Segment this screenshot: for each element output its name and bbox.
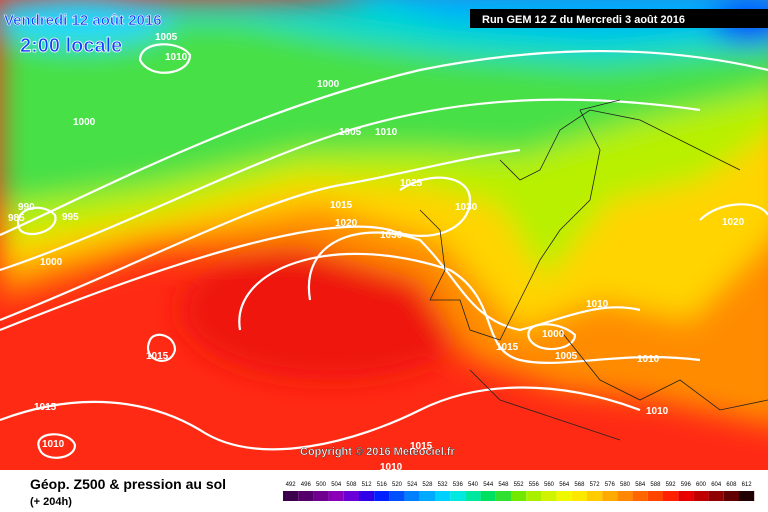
isobar-label: 1010 — [42, 439, 65, 450]
isobar-label: 1015 — [410, 441, 433, 452]
scale-label: 544 — [483, 482, 494, 488]
scale-label: 496 — [301, 482, 312, 488]
isobar-label: 1015 — [34, 402, 57, 413]
isobar-label: 1005 — [555, 351, 578, 362]
scale-swatch — [480, 491, 496, 501]
scale-swatch — [404, 491, 420, 501]
scale-swatch — [298, 491, 314, 501]
scale-swatch — [374, 491, 390, 501]
scale-label: 600 — [696, 482, 707, 488]
isobar-label: 1010 — [380, 462, 403, 473]
scale-label: 580 — [620, 482, 631, 488]
scale-swatch — [693, 491, 709, 501]
isobar-label: 1015 — [330, 200, 353, 211]
scale-label: 536 — [453, 482, 464, 488]
isobar-label: 1010 — [375, 127, 398, 138]
scale-swatch — [495, 491, 511, 501]
scale-label: 584 — [635, 482, 646, 488]
scale-swatch — [556, 491, 572, 501]
scale-swatch — [587, 491, 603, 501]
scale-label: 548 — [498, 482, 509, 488]
scale-label: 592 — [666, 482, 677, 488]
isobar-label: 990 — [18, 202, 35, 213]
scale-label: 556 — [529, 482, 540, 488]
scale-swatch — [313, 491, 329, 501]
scale-swatch — [678, 491, 694, 501]
isobar-label: 1030 — [455, 202, 478, 213]
scale-label: 516 — [377, 482, 388, 488]
scale-label: 604 — [711, 482, 722, 488]
scale-swatch — [450, 491, 466, 501]
scale-swatch — [571, 491, 587, 501]
isobar-label: 1025 — [400, 178, 423, 189]
scale-label: 500 — [316, 482, 327, 488]
coastlines — [419, 99, 768, 441]
isobar-label: 1000 — [40, 257, 63, 268]
isobar-label: 1010 — [586, 299, 609, 310]
isobar-label: 1015 — [496, 342, 519, 353]
isobar-label: 1015 — [146, 351, 169, 362]
scale-label: 504 — [331, 482, 342, 488]
scale-swatch — [343, 491, 359, 501]
scale-swatch — [511, 491, 527, 501]
isobar-label: 1020 — [335, 218, 358, 229]
isobar-label: 1010 — [646, 406, 669, 417]
isobar-label: 1000 — [73, 117, 96, 128]
scale-swatch — [708, 491, 724, 501]
isobar-label: 1005 — [339, 127, 362, 138]
isobar-label: 1005 — [155, 32, 178, 43]
scale-label: 552 — [514, 482, 525, 488]
scale-swatch — [389, 491, 405, 501]
scale-label: 564 — [559, 482, 570, 488]
scale-label: 524 — [407, 482, 418, 488]
isobars — [0, 43, 768, 459]
scale-swatch — [663, 491, 679, 501]
scale-swatch — [602, 491, 618, 501]
scale-label: 512 — [362, 482, 373, 488]
scale-label: 596 — [681, 482, 692, 488]
scale-label: 576 — [605, 482, 616, 488]
isobar-label: 1010 — [637, 354, 660, 365]
run-box — [470, 9, 768, 28]
scale-swatch — [359, 491, 375, 501]
copyright: Copyright © 2016 Meteociel.fr — [300, 446, 456, 458]
scale-swatch — [723, 491, 739, 501]
scale-label: 520 — [392, 482, 403, 488]
scale-label: 560 — [544, 482, 555, 488]
isobar-label: 1020 — [722, 217, 745, 228]
scale-label: 528 — [422, 482, 433, 488]
scale-label: 588 — [650, 482, 661, 488]
map-title: Vendredi 12 août 2016 — [4, 12, 162, 29]
scale-swatch — [632, 491, 648, 501]
map-time: 2:00 locale — [20, 35, 122, 57]
scale-swatch — [435, 491, 451, 501]
isobar-label: 985 — [8, 213, 25, 224]
isobar-label: 1030 — [380, 230, 403, 241]
scale-swatch — [541, 491, 557, 501]
run-label: Run GEM 12 Z du Mercredi 3 août 2016 — [482, 14, 685, 26]
isobar-label: 1000 — [317, 79, 340, 90]
scale-swatch — [328, 491, 344, 501]
scale-swatch — [283, 491, 299, 501]
footer-lead: (+ 204h) — [30, 496, 72, 508]
scale-label: 532 — [438, 482, 449, 488]
scale-swatch — [419, 491, 435, 501]
scale-label: 508 — [346, 482, 357, 488]
scale-label: 568 — [574, 482, 585, 488]
isobar-label: 1010 — [165, 52, 188, 63]
scale-label: 608 — [726, 482, 737, 488]
scale-swatch — [617, 491, 633, 501]
isobar-label: 995 — [62, 212, 79, 223]
scale-label: 612 — [742, 482, 753, 488]
scale-label: 540 — [468, 482, 479, 488]
isobar-label: 1000 — [542, 329, 565, 340]
scale-label: 492 — [286, 482, 297, 488]
scale-swatch — [465, 491, 481, 501]
scale-swatch — [526, 491, 542, 501]
scale-label: 572 — [590, 482, 601, 488]
footer-title: Géop. Z500 & pression au sol — [30, 476, 226, 492]
scale-swatch — [739, 491, 755, 501]
scale-swatch — [647, 491, 663, 501]
